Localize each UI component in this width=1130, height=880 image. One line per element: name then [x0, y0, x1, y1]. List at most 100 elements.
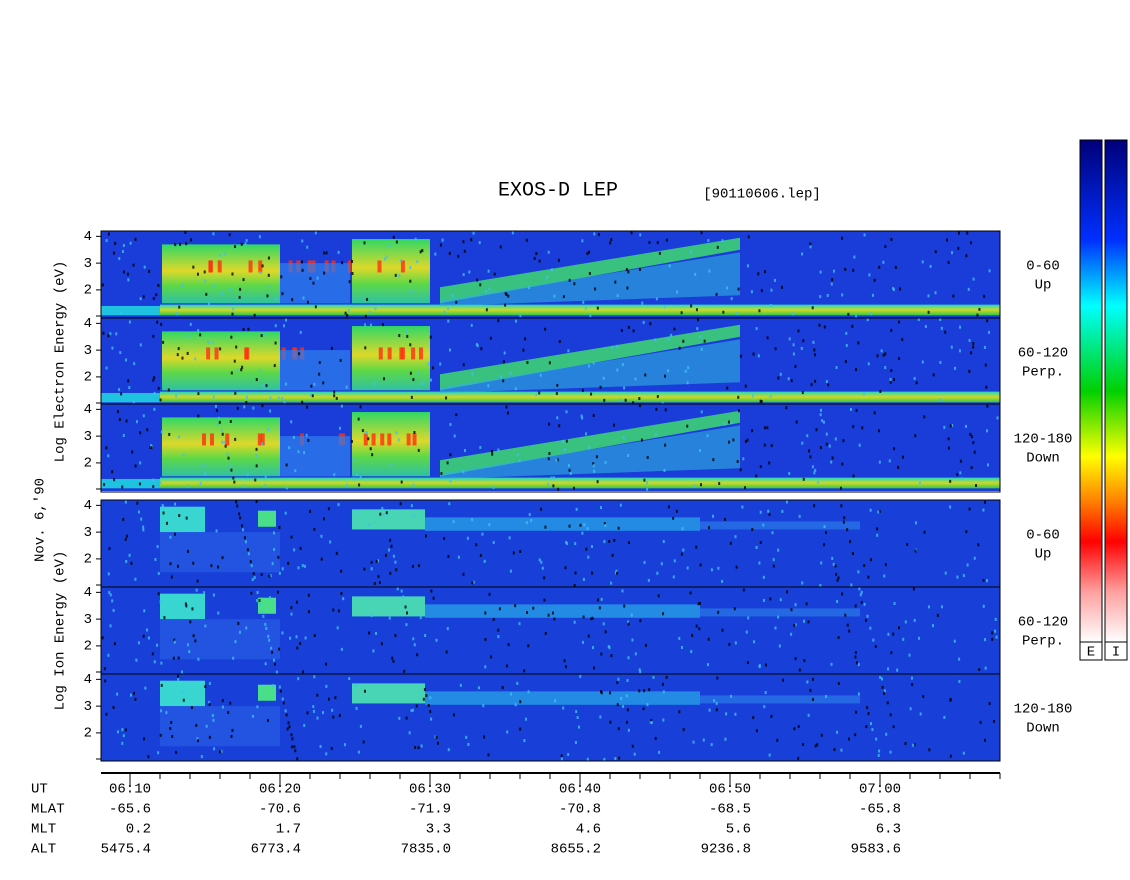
noise: [581, 388, 584, 392]
row-name: UT: [31, 782, 48, 798]
noise: [960, 477, 963, 481]
noise: [251, 714, 254, 718]
noise: [338, 426, 341, 430]
noise: [476, 344, 479, 348]
noise: [414, 237, 417, 241]
noise: [914, 549, 917, 553]
noise: [865, 725, 868, 729]
noise: [107, 334, 110, 338]
noise: [364, 430, 367, 434]
noise: [778, 644, 781, 648]
noise: [820, 733, 823, 737]
noise: [615, 571, 618, 575]
noise: [178, 514, 181, 518]
noise: [284, 709, 287, 713]
noise: [410, 504, 413, 508]
noise: [819, 583, 822, 587]
noise: [600, 690, 603, 694]
spectrum-feature: [248, 260, 253, 273]
noise: [562, 295, 565, 299]
noise: [242, 484, 245, 488]
noise: [262, 614, 265, 618]
row-value: 06:30: [409, 782, 451, 798]
noise: [892, 725, 895, 729]
noise: [897, 626, 900, 630]
noise: [909, 707, 912, 711]
noise: [970, 351, 973, 355]
noise: [373, 582, 376, 586]
noise: [221, 432, 224, 436]
noise: [625, 720, 628, 724]
noise: [446, 627, 449, 631]
noise: [221, 291, 224, 295]
noise: [363, 241, 366, 245]
noise: [323, 517, 326, 521]
noise: [197, 414, 200, 418]
group-frame: [100, 230, 1001, 493]
noise: [568, 524, 571, 528]
noise: [113, 251, 116, 255]
noise: [847, 312, 850, 316]
noise: [127, 379, 130, 383]
spectrum-feature: [101, 305, 160, 316]
noise: [866, 706, 869, 710]
noise: [207, 301, 210, 305]
noise: [834, 437, 837, 441]
noise: [258, 598, 261, 602]
noise: [333, 394, 336, 398]
noise: [487, 753, 490, 757]
noise: [644, 373, 647, 377]
noise: [548, 451, 551, 455]
noise: [318, 372, 321, 376]
noise: [181, 283, 184, 287]
noise: [230, 371, 233, 375]
spectrum-feature: [258, 260, 263, 273]
noise: [959, 471, 962, 475]
noise: [582, 615, 585, 619]
noise: [234, 245, 237, 249]
row-value: 06:40: [559, 782, 601, 798]
noise: [682, 548, 685, 552]
noise: [525, 521, 528, 525]
noise: [539, 373, 542, 377]
row-value: 6.3: [876, 822, 901, 838]
noise: [555, 458, 558, 462]
noise: [649, 720, 652, 724]
noise: [471, 581, 474, 585]
noise: [344, 311, 347, 315]
noise: [423, 688, 426, 692]
noise: [869, 558, 872, 562]
noise: [340, 592, 343, 596]
noise: [844, 360, 847, 364]
noise: [543, 576, 546, 580]
noise: [391, 656, 394, 660]
noise: [162, 511, 165, 515]
noise: [447, 748, 450, 752]
noise: [953, 639, 956, 643]
noise: [828, 444, 831, 448]
noise: [968, 338, 971, 342]
noise: [908, 653, 911, 657]
noise: [374, 307, 377, 311]
noise: [156, 320, 159, 324]
noise: [762, 598, 765, 602]
noise: [114, 241, 117, 245]
noise: [801, 581, 804, 585]
noise: [854, 604, 857, 608]
noise: [455, 300, 458, 304]
noise: [780, 285, 783, 289]
noise: [857, 662, 860, 666]
noise: [867, 362, 870, 366]
noise: [550, 268, 553, 272]
noise: [682, 728, 685, 732]
row-value: 06:50: [709, 782, 751, 798]
noise: [597, 233, 600, 237]
noise: [901, 338, 904, 342]
noise: [385, 511, 388, 515]
noise: [184, 602, 187, 606]
noise: [355, 473, 358, 477]
noise: [889, 750, 892, 754]
noise: [592, 361, 595, 365]
noise: [630, 231, 633, 235]
noise: [590, 545, 593, 549]
